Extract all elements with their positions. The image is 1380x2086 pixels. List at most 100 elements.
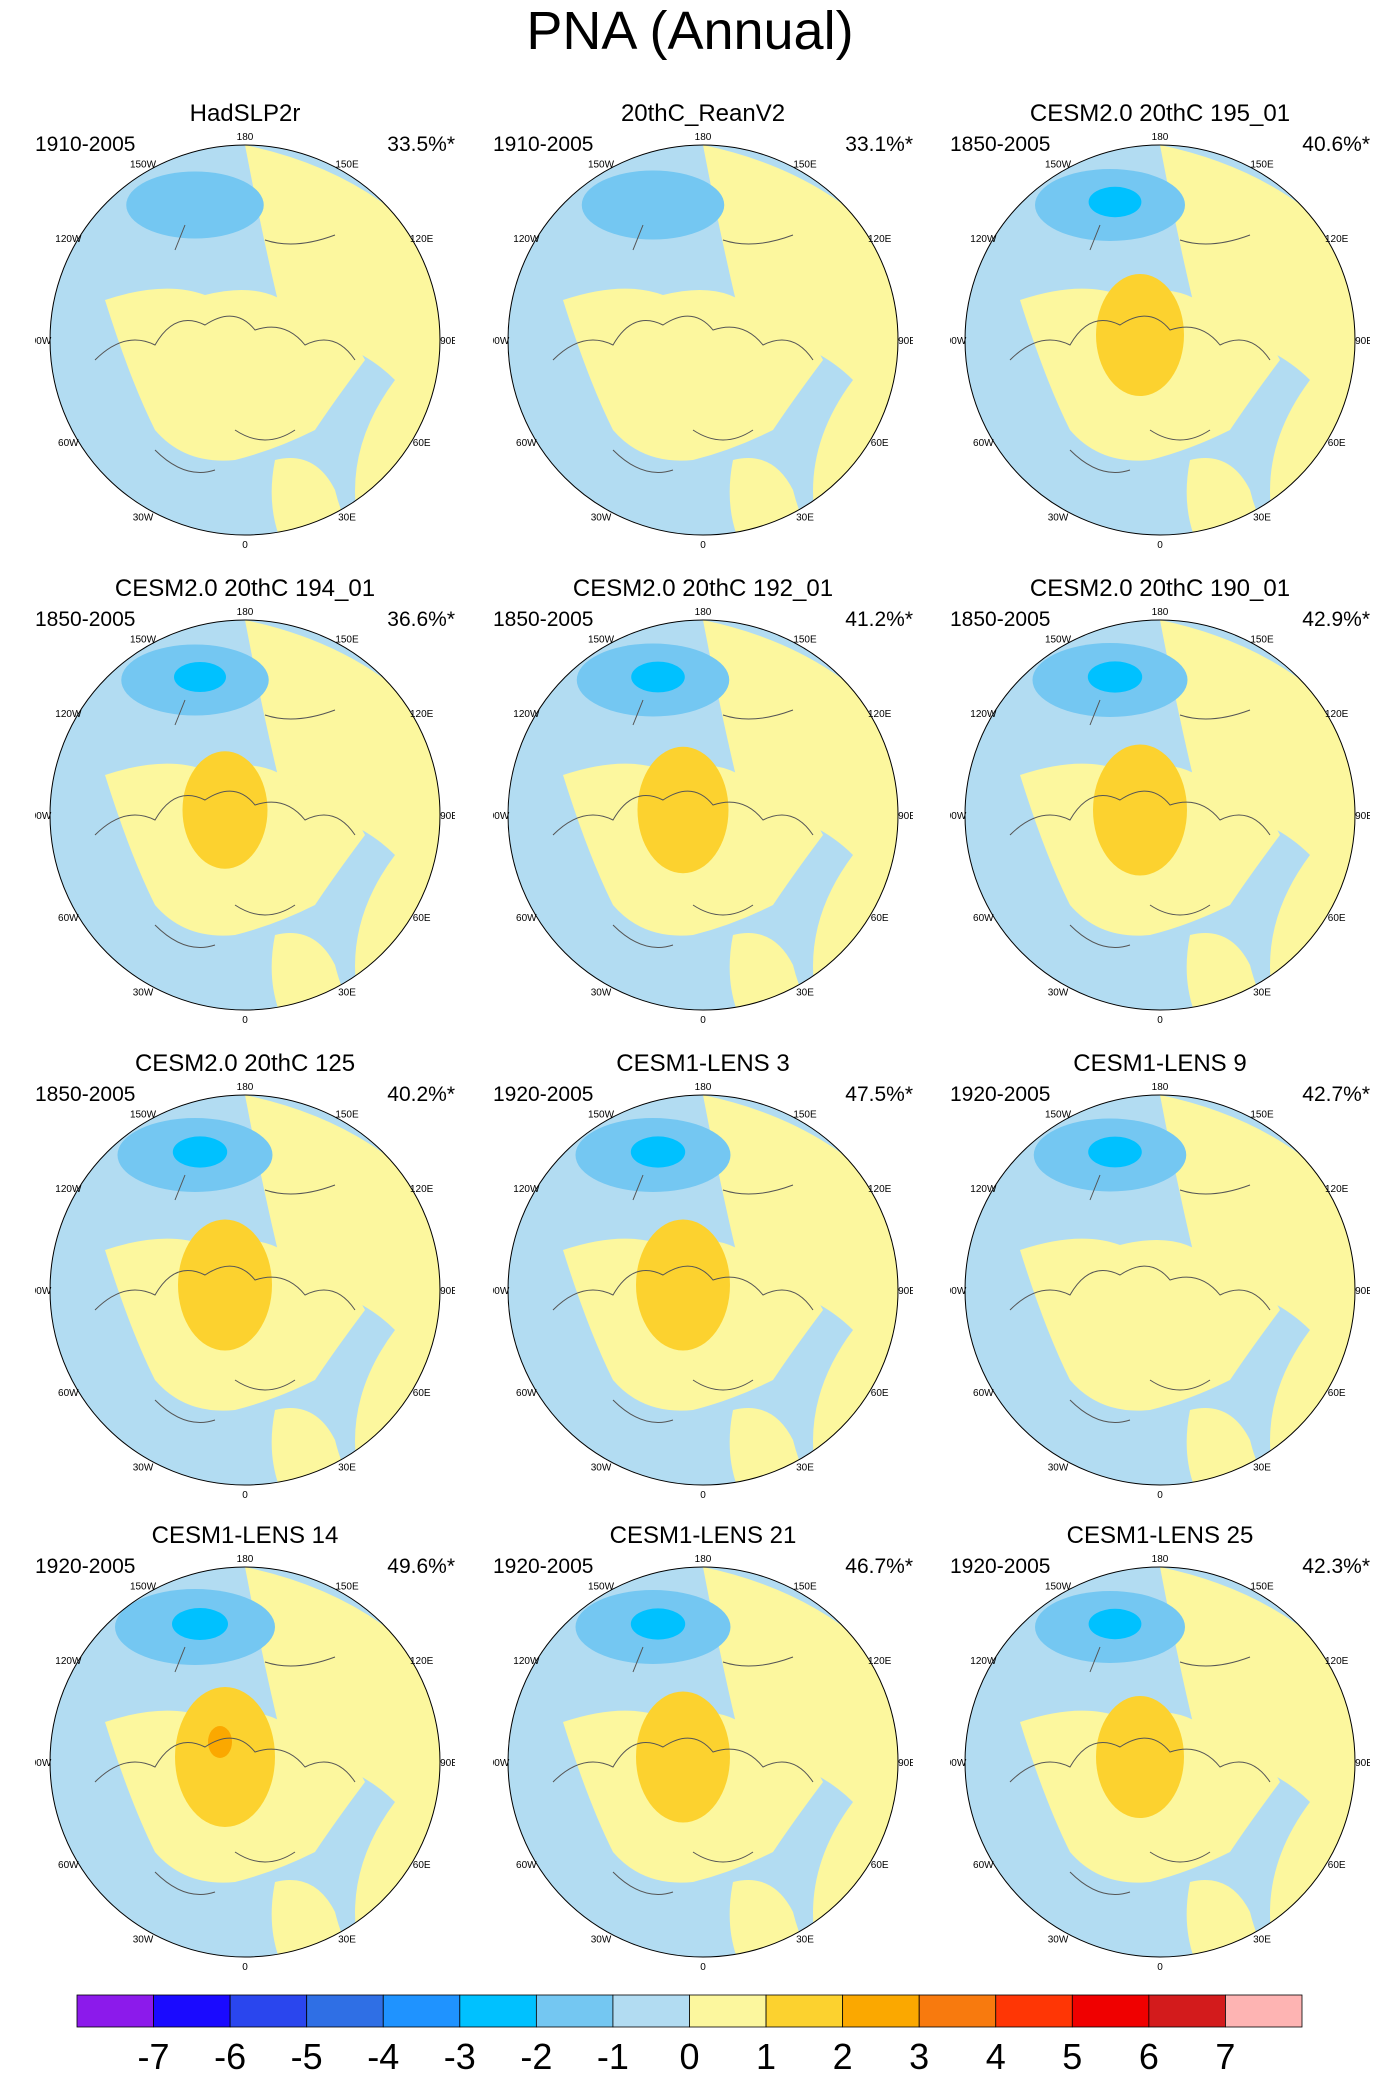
- longitude-label: 60E: [1328, 438, 1346, 449]
- longitude-label: 60W: [516, 913, 537, 924]
- longitude-label: 150E: [335, 634, 359, 645]
- negative-core: [630, 1608, 686, 1640]
- colorbar-label: 6: [1139, 2036, 1159, 2077]
- panel-variance: 42.7%*: [1302, 1083, 1370, 1106]
- colorbar-box: [76, 1994, 154, 2028]
- negative-core: [1088, 1608, 1142, 1640]
- longitude-label: 180: [237, 1082, 254, 1093]
- longitude-label: 60W: [516, 438, 537, 449]
- panel-years: 1920-2005: [950, 1083, 1051, 1106]
- longitude-label: 120E: [410, 1656, 434, 1667]
- colorbar-box: [689, 1994, 767, 2028]
- colorbar-label: 5: [1062, 2036, 1082, 2077]
- colorbar-box: [1071, 1994, 1150, 2028]
- panel-variance: 33.5%*: [387, 133, 455, 156]
- coastlines: [1009, 699, 1271, 948]
- map-border: [507, 1566, 899, 1958]
- longitude-label: 30E: [796, 988, 814, 999]
- map-field: [965, 1095, 1355, 1485]
- longitude-label: 90W: [35, 1758, 52, 1769]
- longitude-label: 60W: [58, 1860, 79, 1871]
- longitude-label: 150W: [588, 1109, 615, 1120]
- map-panel: CESM2.0 20thC 194_01 1850-2005 36.6%* 180 15…: [35, 575, 455, 1027]
- panel-years: 1920-2005: [493, 1083, 594, 1106]
- colorbar-box: [918, 1994, 997, 2028]
- colorbar-label: -3: [444, 2036, 476, 2077]
- panel-variance: 40.6%*: [1302, 133, 1370, 156]
- longitude-label: 60E: [413, 1388, 431, 1399]
- longitude-label: 60E: [871, 1860, 889, 1871]
- longitude-label: 90E: [440, 811, 455, 822]
- polar-map: 180 150E 120E 90E 60E 30E 0 30W 60W 90W 120W 150W: [35, 1082, 455, 1501]
- map-border: [49, 144, 441, 536]
- longitude-label: 30W: [133, 988, 154, 999]
- map-field: [508, 1095, 898, 1485]
- longitude-label: 180: [695, 1082, 712, 1093]
- polar-map: 180 150E 120E 90E 60E 30E 0 30W 60W 90W 120W 150W: [950, 1082, 1370, 1501]
- panel-variance: 49.6%*: [387, 1555, 455, 1578]
- colorbar-label: 2: [833, 2036, 853, 2077]
- longitude-label: 60E: [871, 913, 889, 924]
- longitude-label: 90W: [493, 336, 510, 347]
- polar-map: 180 150E 120E 90E 60E 30E 0 30W 60W 90W 120W 150W: [950, 607, 1370, 1026]
- panel-title: CESM2.0 20thC 125: [134, 1050, 356, 1077]
- panel-title: CESM1-LENS 9: [1073, 1050, 1247, 1077]
- longitude-label: 30E: [1253, 1463, 1271, 1474]
- longitude-label: 150W: [1045, 634, 1072, 645]
- positive-center: [637, 746, 729, 874]
- longitude-label: 90W: [35, 336, 52, 347]
- panel-title: HadSLP2r: [189, 100, 301, 127]
- longitude-label: 30W: [133, 1463, 154, 1474]
- longitude-label: 90E: [898, 811, 913, 822]
- polar-map: 180 150E 120E 90E 60E 30E 0 30W 60W 90W 120W 150W: [35, 1554, 455, 1973]
- longitude-label: 30W: [591, 988, 612, 999]
- map-panel: CESM2.0 20thC 125 1850-2005 40.2%* 180 150E 1…: [35, 1050, 455, 1502]
- map-panel: CESM1-LENS 3 1920-2005 47.5%* 180 150E 120E 90…: [493, 1050, 913, 1502]
- longitude-label: 150E: [793, 159, 817, 170]
- longitude-label: 120W: [55, 234, 82, 245]
- polar-map: 180 150E 120E 90E 60E 30E 0 30W 60W 90W 120W 150W: [950, 1554, 1370, 1973]
- panel-title: CESM1-LENS 14: [151, 1522, 339, 1549]
- longitude-label: 90W: [35, 1286, 52, 1297]
- longitude-label: 30E: [1253, 988, 1271, 999]
- coastlines: [94, 699, 356, 948]
- polar-map: 180 150E 120E 90E 60E 30E 0 30W 60W 90W 120W 150W: [35, 607, 455, 1026]
- longitude-label: 150E: [793, 1581, 817, 1592]
- longitude-label: 90E: [1355, 1286, 1370, 1297]
- longitude-label: 120W: [55, 709, 82, 720]
- longitude-label: 150E: [1250, 634, 1274, 645]
- longitude-label: 150W: [130, 1581, 157, 1592]
- map-panel: CESM1-LENS 14 1920-2005 49.6%* 180 150E 120E 9…: [35, 1522, 455, 1974]
- coastlines: [1009, 1646, 1271, 1895]
- longitude-label: 30W: [1048, 988, 1069, 999]
- colorbar-label: -5: [291, 2036, 323, 2077]
- longitude-label: 30E: [1253, 1935, 1271, 1946]
- panel-title: CESM1-LENS 21: [609, 1522, 797, 1549]
- map-border: [49, 1094, 441, 1486]
- map-panel: 20thC_ReanV2 1910-2005 33.1%* 180 150E 120E 90…: [493, 100, 913, 552]
- panel-years: 1910-2005: [35, 133, 136, 156]
- panel-title: CESM2.0 20thC 190_01: [1029, 575, 1291, 602]
- longitude-label: 30E: [796, 1935, 814, 1946]
- colorbar-label: 1: [756, 2036, 776, 2077]
- coastlines: [1009, 1174, 1271, 1423]
- colorbar-label: 0: [679, 2036, 699, 2077]
- map-border: [964, 1094, 1356, 1486]
- panel-years: 1910-2005: [493, 133, 594, 156]
- longitude-label: 120W: [513, 709, 540, 720]
- polar-map: 180 150E 120E 90E 60E 30E 0 30W 60W 90W 120W 150W: [493, 1082, 913, 1501]
- colorbar-label: -2: [520, 2036, 552, 2077]
- positive-center: [1093, 744, 1187, 876]
- coastlines: [94, 1174, 356, 1423]
- longitude-label: 60W: [973, 1860, 994, 1871]
- longitude-label: 150E: [1250, 159, 1274, 170]
- longitude-label: 180: [237, 607, 254, 618]
- longitude-label: 180: [695, 607, 712, 618]
- colorbar-box: [229, 1994, 308, 2028]
- colorbar-label: -7: [138, 2036, 170, 2077]
- longitude-label: 30E: [338, 988, 356, 999]
- colorbar-box: [153, 1994, 231, 2028]
- longitude-label: 120E: [410, 1184, 434, 1195]
- map-panel: CESM1-LENS 21 1920-2005 46.7%* 180 150E 120E 9…: [493, 1522, 913, 1974]
